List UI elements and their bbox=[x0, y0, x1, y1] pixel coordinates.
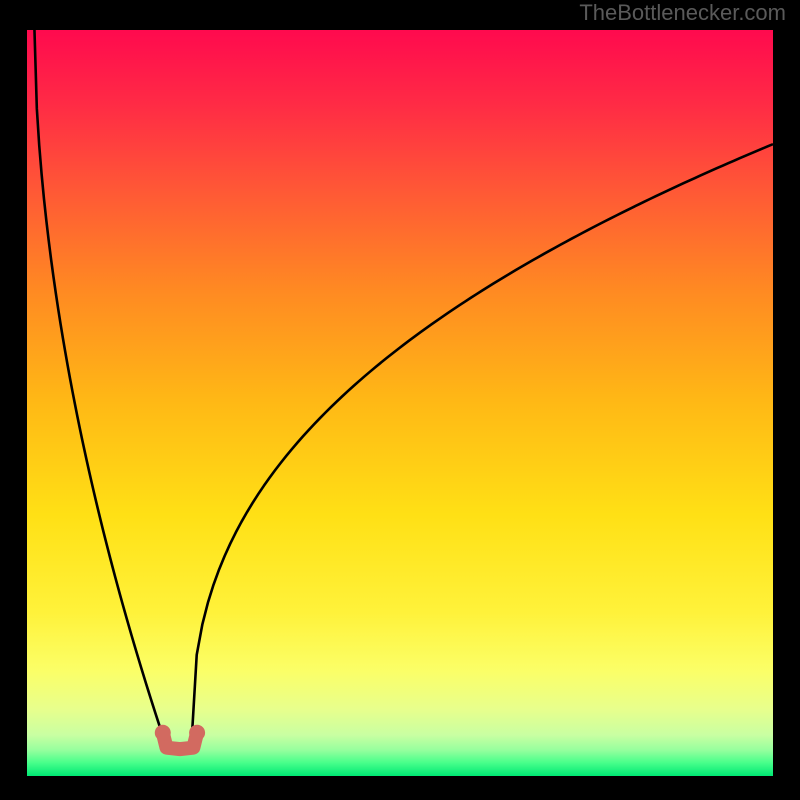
chart-plot-area bbox=[27, 30, 773, 776]
chart-svg bbox=[27, 30, 773, 776]
chart-stage: TheBottlenecker.com bbox=[0, 0, 800, 800]
